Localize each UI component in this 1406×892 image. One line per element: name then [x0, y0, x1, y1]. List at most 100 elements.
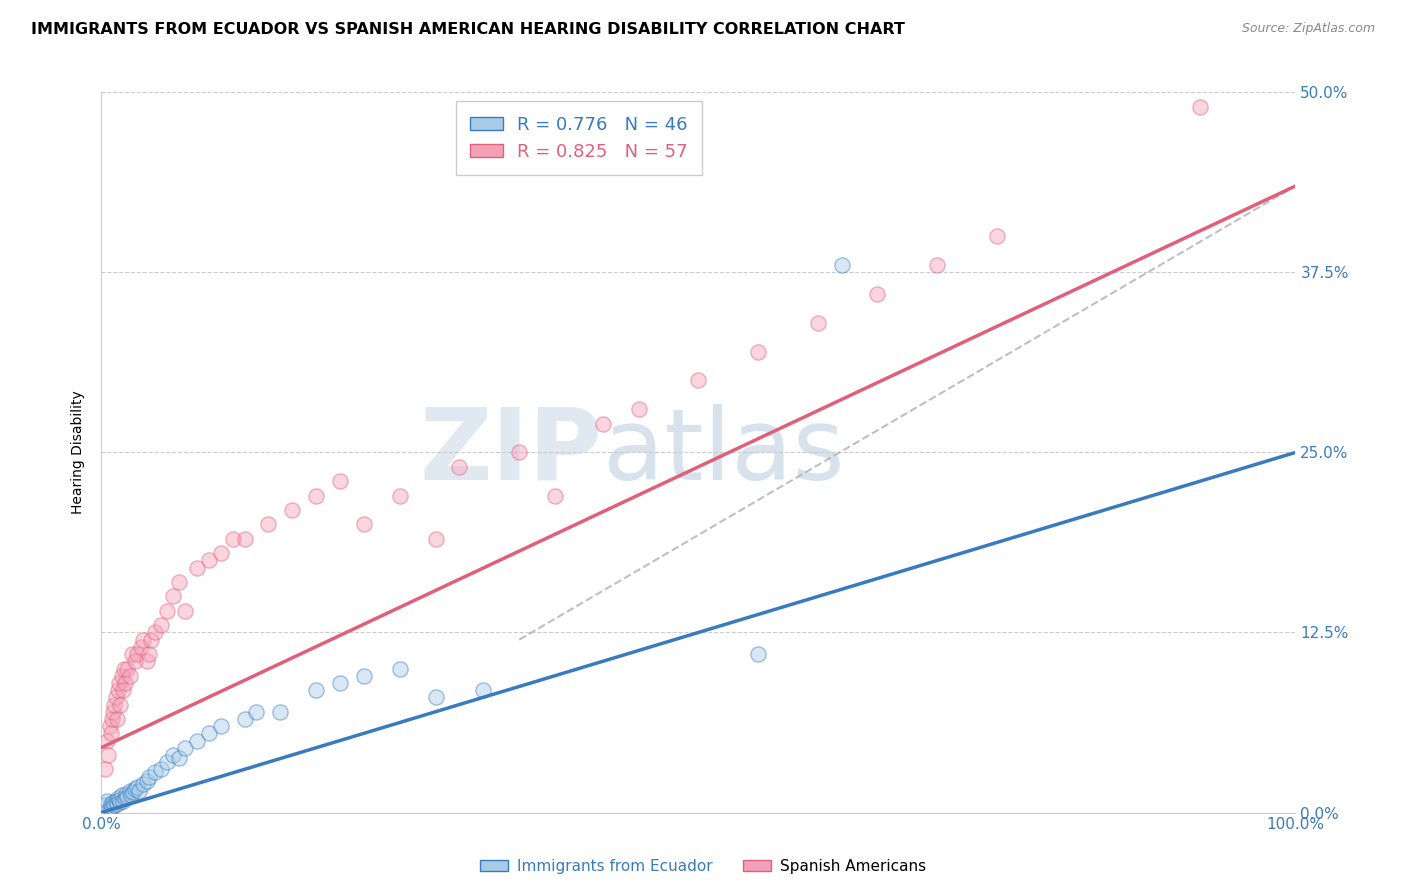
Point	[121, 647, 143, 661]
Point	[125, 647, 148, 661]
Point	[162, 747, 184, 762]
Point	[110, 698, 132, 712]
Point	[122, 785, 145, 799]
Point	[110, 796, 132, 810]
Point	[108, 792, 131, 806]
Point	[107, 791, 129, 805]
Point	[1188, 100, 1211, 114]
Point	[105, 712, 128, 726]
Point	[132, 632, 155, 647]
Point	[124, 782, 146, 797]
Point	[197, 553, 219, 567]
Point	[101, 705, 124, 719]
Point	[269, 705, 291, 719]
Point	[120, 789, 142, 803]
Point	[117, 789, 139, 804]
Point	[125, 780, 148, 794]
Point	[329, 676, 352, 690]
Point	[209, 546, 232, 560]
Point	[104, 794, 127, 808]
Text: ZIP: ZIP	[420, 404, 603, 501]
Point	[221, 532, 243, 546]
Point	[103, 798, 125, 813]
Point	[472, 683, 495, 698]
Point	[96, 733, 118, 747]
Point	[103, 698, 125, 712]
Point	[831, 258, 853, 272]
Point	[209, 719, 232, 733]
Point	[747, 344, 769, 359]
Point	[186, 733, 208, 747]
Point	[129, 640, 152, 654]
Point	[305, 489, 328, 503]
Point	[118, 784, 141, 798]
Point	[425, 690, 447, 705]
Point	[197, 726, 219, 740]
Point	[544, 489, 567, 503]
Point	[118, 669, 141, 683]
Point	[305, 683, 328, 698]
Point	[592, 417, 614, 431]
Text: atlas: atlas	[603, 404, 845, 501]
Point	[111, 794, 134, 808]
Point	[143, 765, 166, 780]
Point	[124, 654, 146, 668]
Point	[101, 799, 124, 814]
Point	[388, 661, 411, 675]
Point	[257, 517, 280, 532]
Point	[927, 258, 949, 272]
Point	[101, 712, 124, 726]
Point	[141, 632, 163, 647]
Point	[281, 503, 304, 517]
Point	[149, 762, 172, 776]
Point	[388, 489, 411, 503]
Point	[117, 661, 139, 675]
Point	[449, 459, 471, 474]
Point	[329, 475, 352, 489]
Point	[425, 532, 447, 546]
Point	[94, 798, 117, 813]
Point	[173, 604, 195, 618]
Point	[167, 575, 190, 590]
Point	[508, 445, 530, 459]
Point	[94, 762, 117, 776]
Point	[807, 316, 830, 330]
Point	[104, 690, 127, 705]
Point	[353, 669, 375, 683]
Point	[135, 773, 157, 788]
Point	[112, 661, 135, 675]
Point	[143, 625, 166, 640]
Point	[110, 789, 132, 803]
Point	[107, 683, 129, 698]
Point	[115, 787, 138, 801]
Point	[110, 669, 132, 683]
Point	[173, 740, 195, 755]
Point	[866, 287, 889, 301]
Point	[105, 797, 128, 811]
Point	[747, 647, 769, 661]
Point	[156, 755, 179, 769]
Point	[353, 517, 375, 532]
Point	[114, 676, 136, 690]
Point	[132, 777, 155, 791]
Point	[114, 791, 136, 805]
Point	[627, 402, 650, 417]
Point	[688, 373, 710, 387]
Y-axis label: Hearing Disability: Hearing Disability	[72, 391, 86, 515]
Point	[162, 590, 184, 604]
Point	[128, 784, 150, 798]
Point	[100, 726, 122, 740]
Point	[98, 801, 121, 815]
Point	[111, 683, 134, 698]
Point	[108, 676, 131, 690]
Text: IMMIGRANTS FROM ECUADOR VS SPANISH AMERICAN HEARING DISABILITY CORRELATION CHART: IMMIGRANTS FROM ECUADOR VS SPANISH AMERI…	[31, 22, 905, 37]
Legend: Immigrants from Ecuador, Spanish Americans: Immigrants from Ecuador, Spanish America…	[474, 853, 932, 880]
Point	[138, 770, 160, 784]
Point	[245, 705, 267, 719]
Point	[233, 712, 256, 726]
Point	[96, 794, 118, 808]
Point	[97, 747, 120, 762]
Point	[233, 532, 256, 546]
Point	[101, 796, 124, 810]
Point	[986, 229, 1008, 244]
